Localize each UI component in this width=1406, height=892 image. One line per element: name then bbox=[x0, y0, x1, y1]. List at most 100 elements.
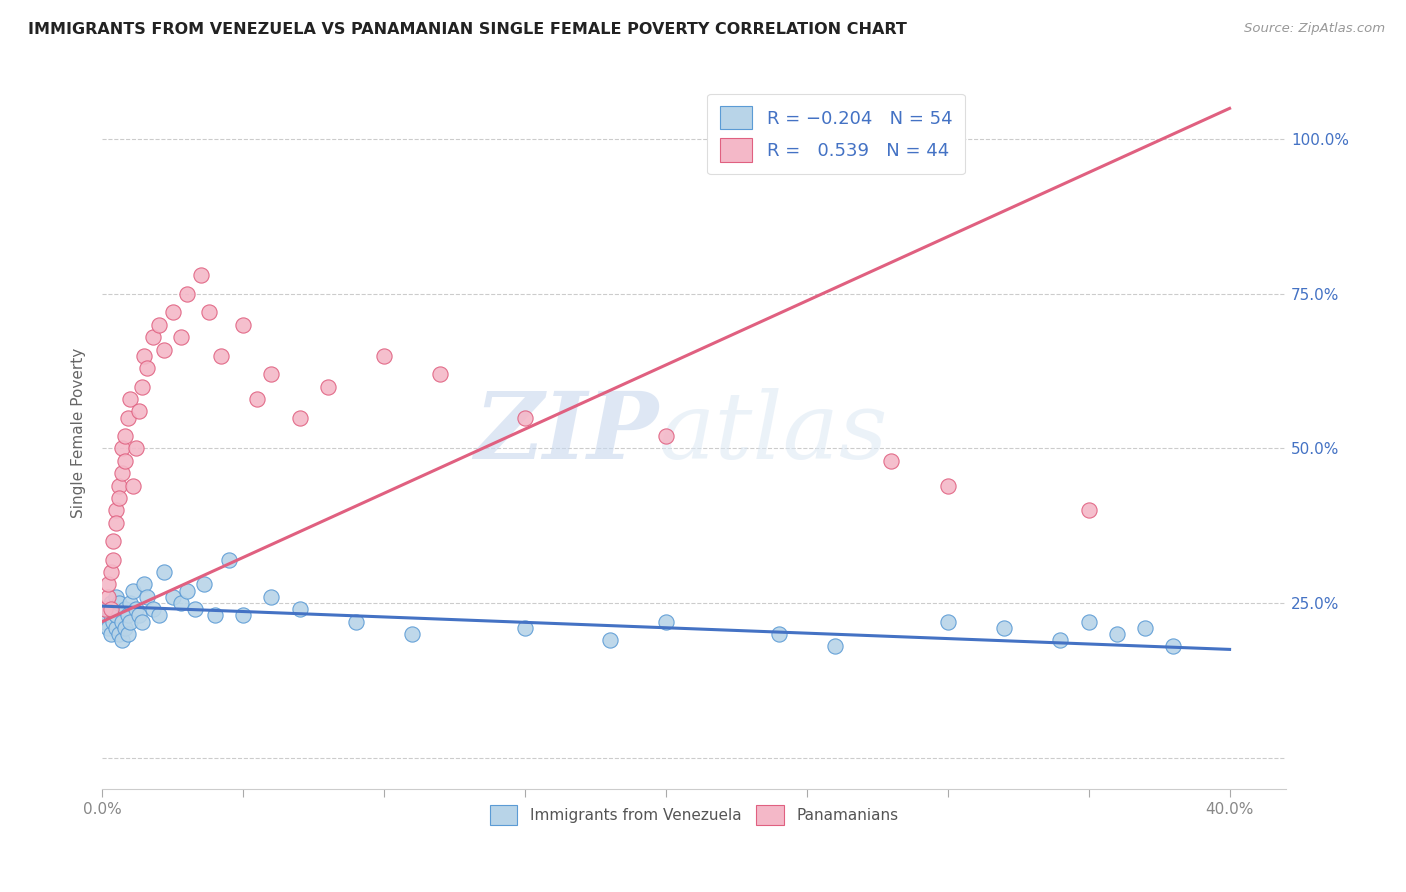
Point bbox=[114, 429, 136, 443]
Point bbox=[100, 565, 122, 579]
Point bbox=[162, 590, 184, 604]
Point bbox=[128, 608, 150, 623]
Point bbox=[120, 392, 142, 406]
Point bbox=[176, 583, 198, 598]
Point bbox=[190, 268, 212, 283]
Point bbox=[122, 478, 145, 492]
Point bbox=[117, 608, 139, 623]
Point bbox=[316, 379, 339, 393]
Point bbox=[111, 633, 134, 648]
Point bbox=[936, 478, 959, 492]
Point bbox=[120, 615, 142, 629]
Point bbox=[193, 577, 215, 591]
Point bbox=[655, 429, 678, 443]
Point bbox=[105, 608, 128, 623]
Point bbox=[1077, 615, 1099, 629]
Point bbox=[170, 330, 193, 344]
Point bbox=[232, 608, 254, 623]
Point bbox=[105, 516, 128, 530]
Point bbox=[125, 442, 148, 456]
Point bbox=[103, 602, 125, 616]
Point bbox=[1049, 633, 1071, 648]
Point bbox=[148, 318, 170, 332]
Point bbox=[94, 615, 117, 629]
Point bbox=[108, 596, 131, 610]
Point bbox=[429, 368, 451, 382]
Point bbox=[142, 602, 165, 616]
Point bbox=[108, 627, 131, 641]
Point bbox=[114, 454, 136, 468]
Point bbox=[513, 410, 536, 425]
Point bbox=[513, 621, 536, 635]
Point bbox=[100, 608, 122, 623]
Point bbox=[136, 361, 159, 376]
Legend: Immigrants from Venezuela, Panamanians: Immigrants from Venezuela, Panamanians bbox=[481, 797, 907, 834]
Point bbox=[97, 621, 120, 635]
Text: Source: ZipAtlas.com: Source: ZipAtlas.com bbox=[1244, 22, 1385, 36]
Point bbox=[599, 633, 621, 648]
Point bbox=[97, 590, 120, 604]
Point bbox=[134, 349, 156, 363]
Point bbox=[288, 602, 311, 616]
Point bbox=[105, 621, 128, 635]
Point bbox=[260, 368, 283, 382]
Point bbox=[117, 627, 139, 641]
Point bbox=[153, 565, 176, 579]
Point bbox=[117, 410, 139, 425]
Point bbox=[218, 553, 240, 567]
Point bbox=[170, 596, 193, 610]
Point bbox=[1161, 640, 1184, 654]
Point bbox=[1133, 621, 1156, 635]
Point bbox=[108, 491, 131, 505]
Point bbox=[105, 590, 128, 604]
Text: ZIP: ZIP bbox=[474, 388, 658, 478]
Point bbox=[344, 615, 367, 629]
Point bbox=[125, 602, 148, 616]
Point bbox=[204, 608, 226, 623]
Point bbox=[198, 305, 221, 319]
Point bbox=[148, 608, 170, 623]
Point bbox=[655, 615, 678, 629]
Point bbox=[142, 330, 165, 344]
Point bbox=[993, 621, 1015, 635]
Point bbox=[120, 596, 142, 610]
Point bbox=[94, 602, 117, 616]
Point bbox=[936, 615, 959, 629]
Point bbox=[108, 478, 131, 492]
Point bbox=[122, 583, 145, 598]
Point bbox=[103, 553, 125, 567]
Point bbox=[97, 602, 120, 616]
Point bbox=[288, 410, 311, 425]
Point bbox=[768, 627, 790, 641]
Point bbox=[111, 442, 134, 456]
Point bbox=[97, 577, 120, 591]
Point bbox=[134, 577, 156, 591]
Point bbox=[128, 404, 150, 418]
Point bbox=[131, 379, 153, 393]
Point bbox=[111, 615, 134, 629]
Point bbox=[246, 392, 269, 406]
Point bbox=[184, 602, 207, 616]
Point bbox=[260, 590, 283, 604]
Point bbox=[111, 466, 134, 480]
Point bbox=[209, 349, 232, 363]
Point bbox=[103, 534, 125, 549]
Point bbox=[1077, 503, 1099, 517]
Point bbox=[105, 503, 128, 517]
Point bbox=[114, 621, 136, 635]
Point bbox=[176, 286, 198, 301]
Text: IMMIGRANTS FROM VENEZUELA VS PANAMANIAN SINGLE FEMALE POVERTY CORRELATION CHART: IMMIGRANTS FROM VENEZUELA VS PANAMANIAN … bbox=[28, 22, 907, 37]
Point bbox=[103, 615, 125, 629]
Point bbox=[373, 349, 395, 363]
Point bbox=[162, 305, 184, 319]
Y-axis label: Single Female Poverty: Single Female Poverty bbox=[72, 348, 86, 518]
Point bbox=[232, 318, 254, 332]
Point bbox=[100, 602, 122, 616]
Point bbox=[136, 590, 159, 604]
Point bbox=[100, 627, 122, 641]
Text: atlas: atlas bbox=[658, 388, 889, 478]
Point bbox=[100, 596, 122, 610]
Point bbox=[824, 640, 846, 654]
Point bbox=[131, 615, 153, 629]
Point bbox=[114, 602, 136, 616]
